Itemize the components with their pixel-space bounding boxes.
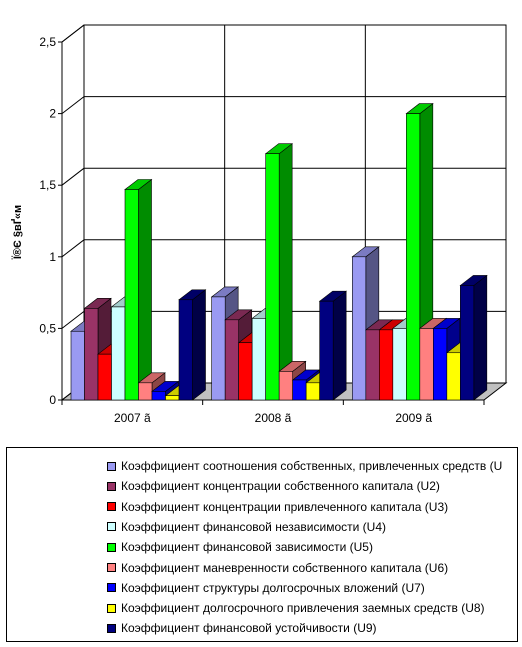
x-tick-label: 2007 ã <box>114 411 151 425</box>
legend-entry: Коэффициент финансовой зависимости (U5) <box>107 537 373 557</box>
bar-front <box>460 285 475 401</box>
legend-entry: Коэффициент маневренности собственного к… <box>107 558 448 578</box>
bar <box>459 274 488 401</box>
bar-chart: 0 0,5 1 1,5 2 2,5 2007 ã 2008 ã 2009 ã <box>39 24 508 425</box>
legend: Коэффициент соотношения собственных, при… <box>6 447 518 642</box>
y-axis-label: Ї®Є §вҐ«м <box>12 204 24 260</box>
bar-front <box>365 329 380 401</box>
y-tick-label: 1 <box>49 250 56 264</box>
y-tick-label: 2 <box>49 107 56 121</box>
bar-side <box>138 178 152 401</box>
legend-label: Коэффициент концентрации привлеченного к… <box>121 499 449 514</box>
legend-swatch <box>107 502 116 512</box>
legend-swatch <box>107 481 116 491</box>
legend-label: Коэффициент долгосрочного привлечения за… <box>121 601 485 616</box>
bar-side <box>192 289 206 401</box>
bar-front <box>419 328 434 401</box>
gridline-depth <box>61 96 85 114</box>
bar-front <box>379 329 394 401</box>
legend-swatch <box>107 563 116 572</box>
y-tick-label: 0,5 <box>39 321 56 335</box>
legend-entry: Коэффициент структуры долгосрочных вложе… <box>107 578 425 598</box>
bar-front <box>352 256 367 401</box>
x-tick-label: 2009 ã <box>395 411 432 425</box>
bar <box>264 143 294 401</box>
legend-label: Коэффициент маневренности собственного к… <box>121 560 449 575</box>
bar-front <box>446 352 461 401</box>
legend-swatch <box>107 461 116 471</box>
legend-label: Коэффициент концентрации собственного ка… <box>121 479 440 494</box>
legend-swatch <box>107 522 116 532</box>
legend-swatch <box>107 583 116 593</box>
bar-front <box>165 395 180 401</box>
bar <box>318 290 348 401</box>
x-tick-label: 2008 ã <box>255 411 292 425</box>
legend-swatch <box>107 603 116 613</box>
bar-front <box>319 300 334 401</box>
bar-front <box>238 342 253 401</box>
legend-label: Коэффициент финансовой устойчивости (U9) <box>121 621 377 636</box>
bar-front <box>84 308 99 401</box>
legend-entry: Коэффициент финансовой устойчивости (U9) <box>107 618 377 638</box>
y-tick-label: 1,5 <box>39 178 56 192</box>
bar-side <box>332 290 347 401</box>
bar-front <box>278 371 293 401</box>
legend-entry: Коэффициент соотношения собственных, при… <box>107 456 502 476</box>
legend-entry: Коэффициент финансовой независимости (U4… <box>107 517 386 537</box>
legend-entry: Коэффициент долгосрочного привлечения за… <box>107 598 485 618</box>
legend-entry: Коэффициент концентрации привлеченного к… <box>107 497 448 517</box>
bar-front <box>406 113 421 401</box>
bar-front <box>392 328 407 401</box>
y-tick-label: 0 <box>49 393 56 407</box>
bar-front <box>70 330 85 401</box>
bar-front <box>292 379 307 401</box>
bar-front <box>211 296 226 401</box>
bar-front <box>178 299 193 401</box>
bar <box>178 289 207 401</box>
legend-label: Коэффициент структуры долгосрочных вложе… <box>121 580 425 595</box>
bar-side <box>473 274 488 401</box>
gridline-depth <box>61 311 85 329</box>
gridline-depth <box>61 24 85 43</box>
gridline-depth <box>61 167 85 186</box>
y-tick-label: 2,5 <box>39 35 56 49</box>
legend-label: Коэффициент финансовой независимости (U4… <box>121 519 386 534</box>
bar-front <box>224 319 239 401</box>
bar-side <box>278 143 293 401</box>
legend-label: Коэффициент соотношения собственных, при… <box>121 459 503 473</box>
legend-swatch <box>107 542 116 552</box>
bar-front <box>97 353 112 401</box>
legend-swatch <box>107 623 116 633</box>
bar-front <box>124 189 139 401</box>
gridline-depth <box>61 239 85 258</box>
bar-front <box>151 391 166 401</box>
bar-front <box>265 153 280 401</box>
legend-label: Коэффициент финансовой зависимости (U5) <box>121 540 373 555</box>
bar-front <box>305 382 320 401</box>
bar-front <box>111 306 126 401</box>
bar <box>124 178 153 401</box>
bar-front <box>251 318 266 401</box>
bar-front <box>433 328 448 401</box>
bar-front <box>138 382 153 401</box>
legend-entry: Коэффициент концентрации собственного ка… <box>107 476 440 496</box>
